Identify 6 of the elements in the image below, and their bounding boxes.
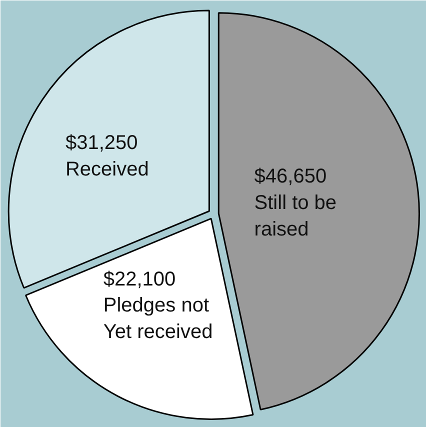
data-label: $46,650 [254, 166, 327, 188]
slice-label: Received [65, 158, 149, 181]
slice-label: Still to be raised [254, 192, 337, 241]
data-label: $22,100 [103, 268, 176, 290]
slice-label: Pledges not Yet received [103, 294, 213, 344]
data-label: $31,250 [65, 132, 138, 154]
